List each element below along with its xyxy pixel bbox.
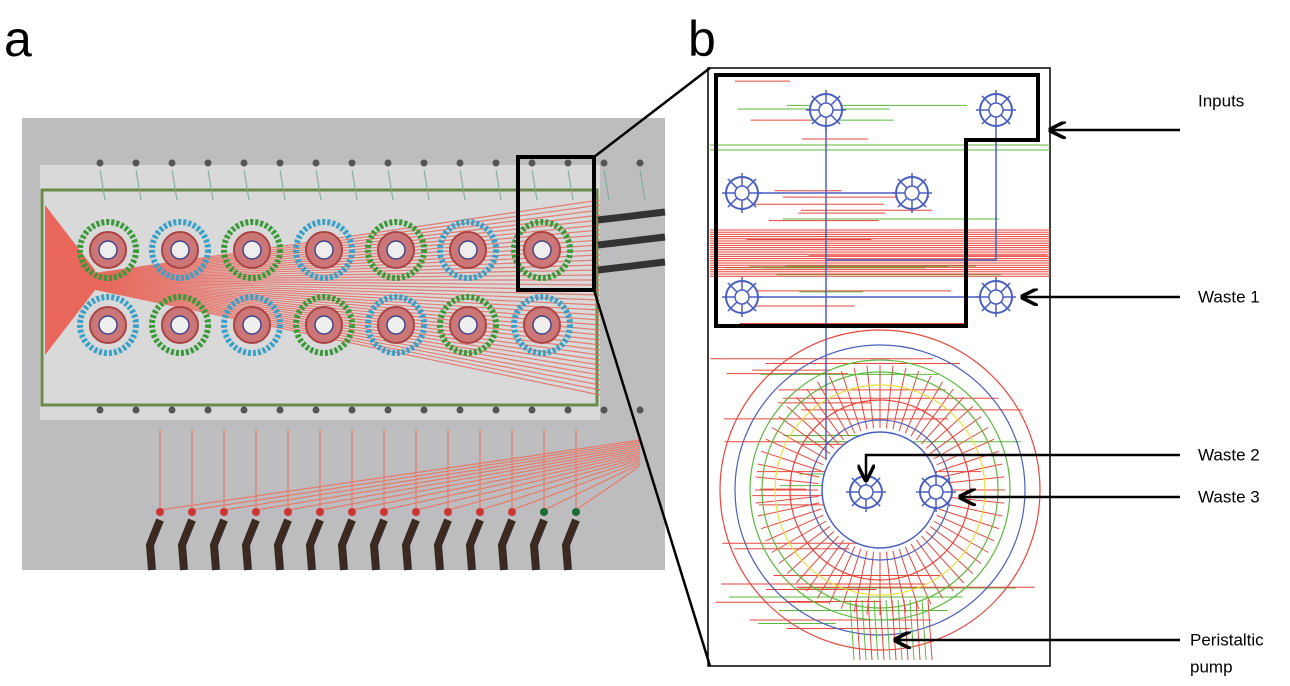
port (169, 407, 176, 414)
callout-label: Peristaltic (1190, 630, 1264, 649)
port (252, 508, 260, 516)
ring (171, 241, 189, 259)
port (133, 407, 140, 414)
callout-label: Inputs (1198, 91, 1244, 110)
port (412, 508, 420, 516)
chip-photo (22, 118, 665, 570)
port (457, 160, 464, 167)
port (277, 160, 284, 167)
valve-icon (916, 472, 956, 512)
ring (459, 316, 477, 334)
port (284, 508, 292, 516)
ring (171, 316, 189, 334)
callout-label: Waste 1 (1198, 287, 1260, 306)
port (457, 407, 464, 414)
port (421, 160, 428, 167)
port (188, 508, 196, 516)
ring (533, 316, 551, 334)
port (421, 407, 428, 414)
port (349, 407, 356, 414)
port (241, 160, 248, 167)
ring (315, 316, 333, 334)
port (241, 407, 248, 414)
ring (315, 241, 333, 259)
port (572, 508, 580, 516)
valve-icon (976, 277, 1016, 317)
port (601, 160, 608, 167)
port (476, 508, 484, 516)
port (97, 160, 104, 167)
port (313, 407, 320, 414)
port (316, 508, 324, 516)
port (349, 160, 356, 167)
port (169, 160, 176, 167)
schematic (708, 68, 1050, 666)
port (508, 508, 516, 516)
port (313, 160, 320, 167)
port (637, 407, 644, 414)
port (156, 508, 164, 516)
port (97, 407, 104, 414)
port (540, 508, 548, 516)
port (380, 508, 388, 516)
port (348, 508, 356, 516)
callout-label: Waste 2 (1198, 445, 1260, 464)
port (385, 407, 392, 414)
callout-label: pump (1190, 657, 1233, 676)
ring (533, 241, 551, 259)
port (220, 508, 228, 516)
panel-letter: a (4, 11, 32, 67)
ring (459, 241, 477, 259)
ring (99, 316, 117, 334)
port (385, 160, 392, 167)
valve-icon (722, 277, 762, 317)
port (637, 160, 644, 167)
ring (243, 241, 261, 259)
port (277, 407, 284, 414)
valve-icon (722, 173, 762, 213)
port (444, 508, 452, 516)
valve-icon (806, 90, 846, 130)
panel-letter: b (688, 11, 716, 67)
port (601, 407, 608, 414)
port (493, 160, 500, 167)
port (133, 160, 140, 167)
callout-label: Waste 3 (1198, 487, 1260, 506)
port (529, 160, 536, 167)
port (205, 407, 212, 414)
valve-icon (976, 90, 1016, 130)
ring (99, 241, 117, 259)
ring (387, 241, 405, 259)
port (565, 160, 572, 167)
ring (243, 316, 261, 334)
port (205, 160, 212, 167)
port (529, 407, 536, 414)
ring (387, 316, 405, 334)
valve-icon (892, 173, 932, 213)
port (565, 407, 572, 414)
figure: a b Inputs Waste 1 Waste 2 Waste 3 Peris… (0, 0, 1290, 686)
port (493, 407, 500, 414)
